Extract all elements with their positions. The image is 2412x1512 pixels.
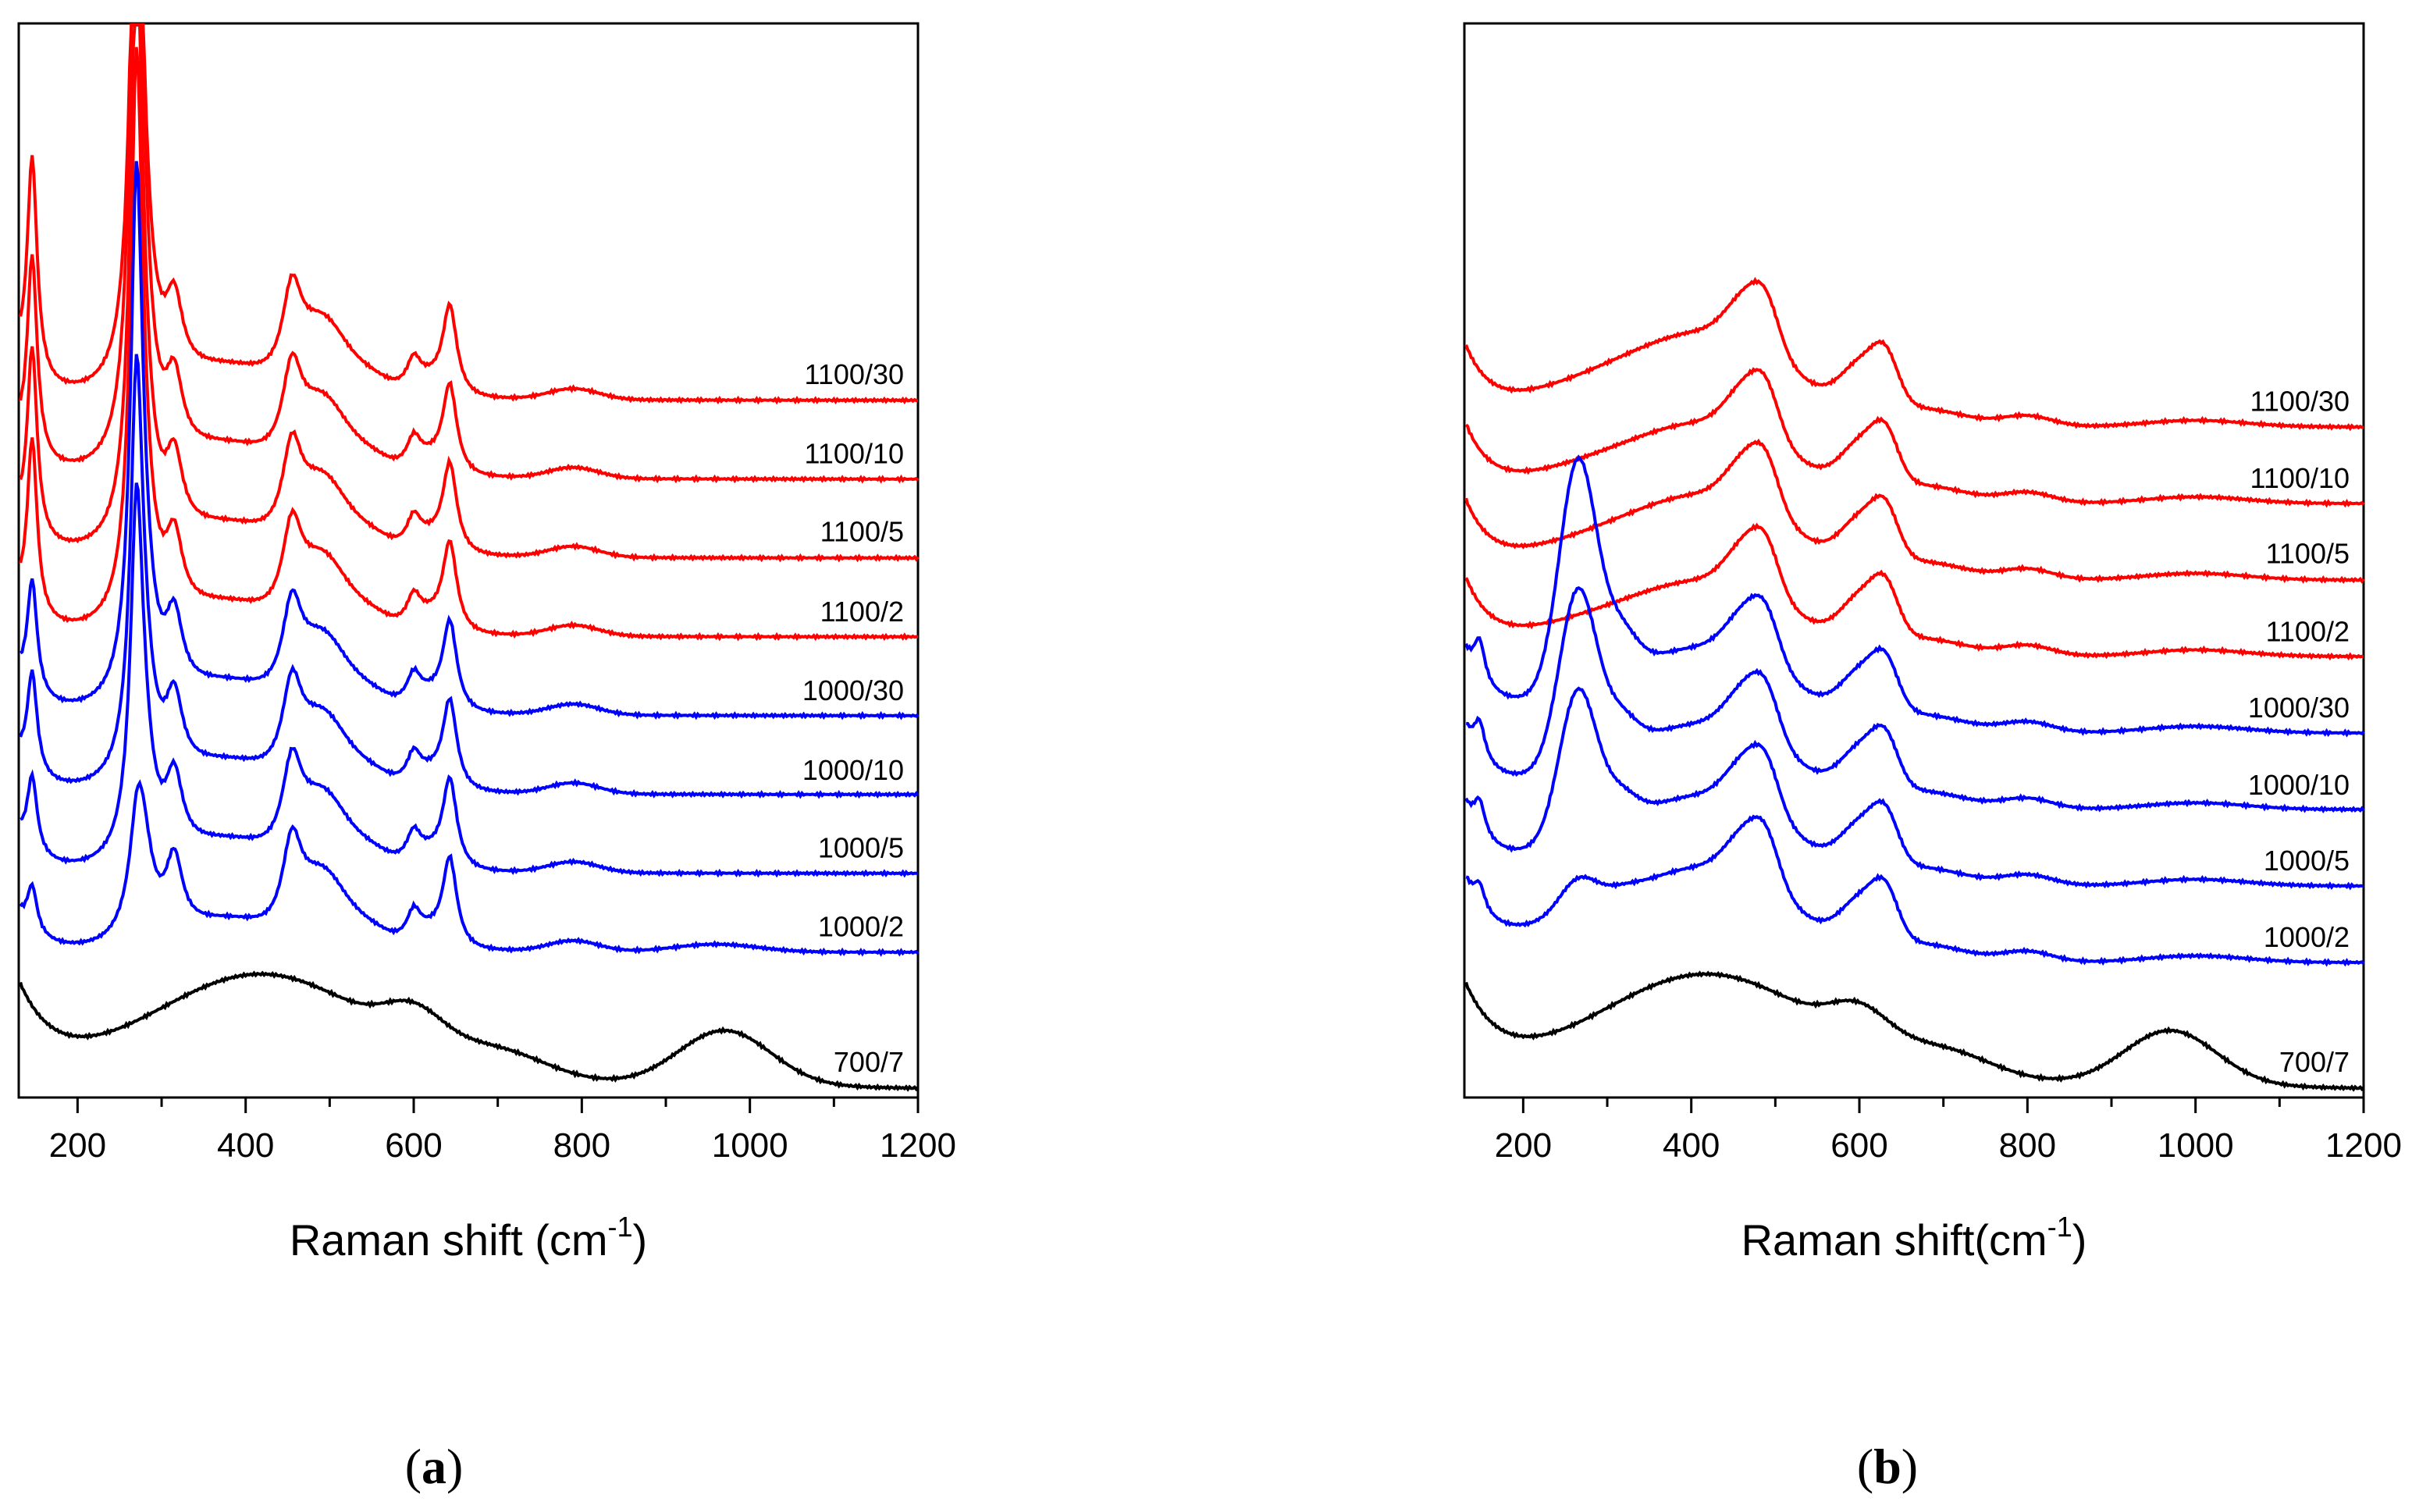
series-line-1000-5 <box>1464 686 2364 891</box>
series-label-1000-5: 1000/5 <box>2264 845 2350 877</box>
series-line-1100-30 <box>1464 276 2364 432</box>
x-tick-label-1200: 1200 <box>880 1126 956 1165</box>
x-tick-label-1200: 1200 <box>2325 1126 2402 1165</box>
series-label-700-7: 700/7 <box>2279 1046 2350 1078</box>
series-line-1100-5 <box>19 23 920 563</box>
x-tick-label-200: 200 <box>49 1126 106 1165</box>
series-label-1100-5: 1100/5 <box>2266 538 2350 570</box>
series-label-1100-30: 1100/30 <box>2250 385 2350 417</box>
series-label-1100-30: 1100/30 <box>805 358 904 390</box>
series-label-1100-2: 1100/2 <box>820 596 904 628</box>
x-tick-label-800: 800 <box>1999 1126 2056 1165</box>
panel-b-frame <box>1463 22 2365 1099</box>
series-label-1100-10: 1100/10 <box>805 438 904 470</box>
series-line-1000-2 <box>19 779 920 957</box>
series-line-1000-30 <box>1464 454 2365 738</box>
series-line-700-7 <box>1464 970 2365 1092</box>
panel-a-curve-labels: 1100/30 1100/10 1100/5 1100/2 1000/30 1000/10… <box>802 358 904 1078</box>
series-line-1000-10 <box>19 354 920 799</box>
series-line-1100-10 <box>19 23 920 484</box>
x-tick-label-400: 400 <box>217 1126 274 1165</box>
panel-b-curves <box>1464 276 2365 1092</box>
x-tick-label-400: 400 <box>1663 1126 1720 1165</box>
series-line-1100-10 <box>1464 367 2365 508</box>
series-label-1000-30: 1000/30 <box>802 674 904 706</box>
panel-a-curves <box>19 23 920 1092</box>
panel-a-caption: (a) <box>405 1439 464 1494</box>
x-tick-label-800: 800 <box>553 1126 610 1165</box>
panel-b-x-axis-title: Raman shift(cm-1) <box>1741 1211 2087 1265</box>
x-tick-label-1000: 1000 <box>2158 1126 2234 1165</box>
series-label-1100-2: 1100/2 <box>2266 615 2350 647</box>
series-label-1000-10: 1000/10 <box>802 754 904 786</box>
series-label-1000-5: 1000/5 <box>818 832 904 864</box>
panel-b-caption: (b) <box>1857 1439 1918 1494</box>
x-tick-label-200: 200 <box>1495 1126 1552 1165</box>
series-label-1000-10: 1000/10 <box>2248 769 2350 801</box>
series-label-1000-2: 1000/2 <box>818 911 904 943</box>
series-label-1000-2: 1000/2 <box>2264 921 2350 953</box>
panel-b-curve-labels: 1100/30 1100/10 1100/5 1100/2 1000/30 1000/10… <box>2248 385 2350 1078</box>
panel-a-x-axis-title: Raman shift (cm-1) <box>290 1211 647 1265</box>
series-line-1100-5 <box>1464 438 2365 584</box>
series-line-700-7 <box>19 970 920 1092</box>
x-tick-label-600: 600 <box>385 1126 442 1165</box>
series-label-700-7: 700/7 <box>834 1046 904 1078</box>
panel-b-x-axis: 200 400 600 800 1000 1200 <box>1495 1098 2402 1165</box>
series-label-1100-5: 1100/5 <box>820 515 904 547</box>
series-line-1000-10 <box>1465 585 2365 813</box>
panel-a-frame <box>17 22 920 1099</box>
panel-a: 1100/30 1100/10 1100/5 1100/2 1000/30 1000/10… <box>17 22 956 1494</box>
series-line-1000-30 <box>20 161 920 720</box>
panel-b: 1100/30 1100/10 1100/5 1100/2 1000/30 1000/10… <box>1463 22 2402 1494</box>
series-label-1000-30: 1000/30 <box>2248 692 2350 724</box>
series-line-1100-2 <box>19 47 919 642</box>
x-tick-label-1000: 1000 <box>712 1126 788 1165</box>
panel-a-x-axis: 200 400 600 800 1000 1200 <box>49 1098 956 1165</box>
x-tick-label-600: 600 <box>1830 1126 1887 1165</box>
series-label-1100-10: 1100/10 <box>2250 462 2350 494</box>
series-line-1000-5 <box>20 482 919 878</box>
series-line-1000-2 <box>1465 814 2365 967</box>
series-line-1100-30 <box>19 23 919 405</box>
